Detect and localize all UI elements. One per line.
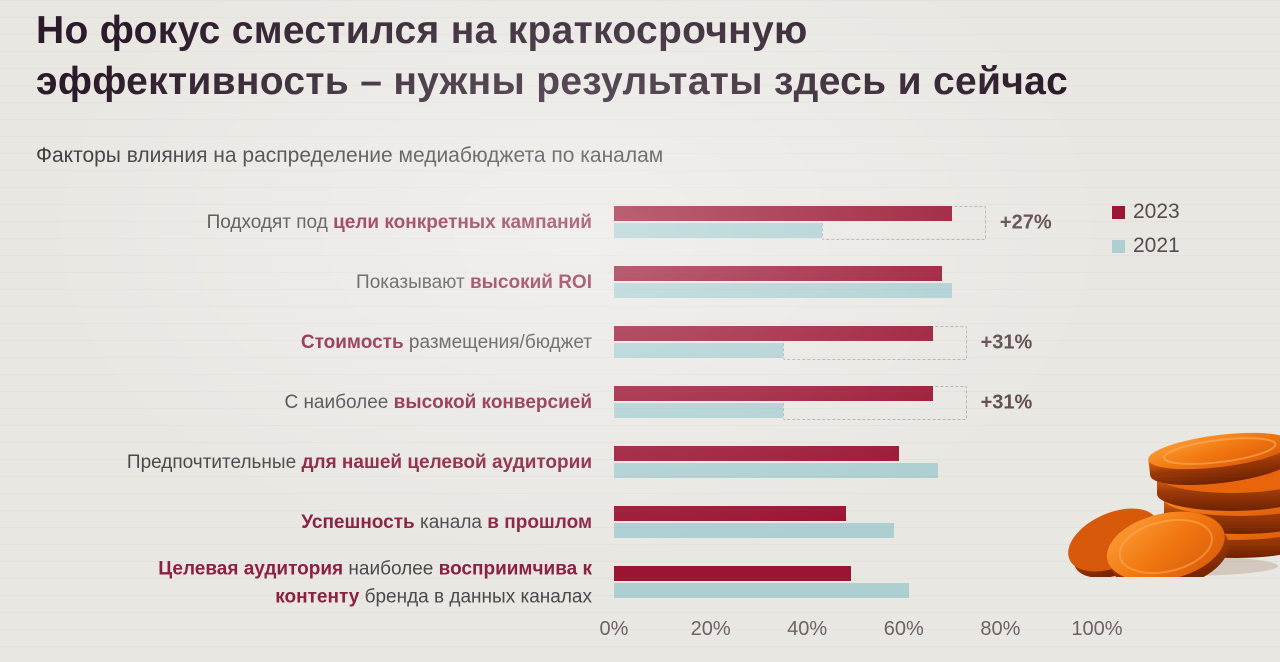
bar-2021	[614, 583, 909, 598]
chart-row: Показывают высокий ROI	[0, 266, 1280, 300]
x-tick: 20%	[690, 618, 731, 640]
category-label: Подходят под цели конкретных кампаний	[206, 212, 592, 234]
x-tick: 80%	[980, 618, 1021, 640]
category-label: Успешность канала в прошлом	[301, 512, 592, 534]
x-tick: 60%	[883, 618, 924, 640]
legend-item-2023: 2023	[1112, 200, 1180, 224]
bar-2023	[614, 266, 943, 281]
category-label: Стоимость размещения/бюджет	[300, 332, 592, 354]
category-label: Целевая аудитория наиболее восприимчива …	[158, 558, 592, 607]
bar-2023	[614, 326, 933, 341]
legend-label-2021: 2021	[1133, 234, 1180, 257]
chart-row: Успешность канала в прошлом	[0, 506, 1280, 540]
bar-group: +31%	[614, 326, 1097, 360]
bar-2021	[614, 283, 953, 298]
bar-2023	[614, 386, 933, 401]
x-axis: 0% 20% 40% 60% 80% 100%	[600, 618, 1123, 644]
chart-subtitle: Факторы влияния на распределение медиабю…	[36, 144, 664, 167]
legend-item-2021: 2021	[1112, 234, 1180, 258]
x-tick: 40%	[787, 618, 828, 640]
x-tick: 0%	[599, 618, 629, 640]
bar-2023	[614, 566, 851, 581]
delta-label: +31%	[980, 331, 1033, 354]
bar-2021	[614, 463, 938, 478]
bar-group: +27%	[614, 206, 1097, 240]
bar-group: +31%	[614, 386, 1097, 420]
coin-lying-front	[1106, 511, 1229, 577]
chart-row: Целевая аудитория наиболее восприимчива …	[0, 558, 1280, 607]
delta-label: +31%	[980, 391, 1033, 414]
category-label: Предпочтительные для нашей целевой аудит…	[126, 452, 592, 474]
legend-swatch-2021-icon	[1112, 239, 1125, 253]
legend-swatch-2023-icon	[1112, 205, 1125, 219]
delta-label: +27%	[999, 211, 1052, 234]
bar-group	[614, 446, 1097, 480]
bar-group	[614, 506, 1097, 540]
x-tick: 100%	[1071, 618, 1123, 640]
bar-group	[614, 566, 1097, 600]
chart-row: Стоимость размещения/бюджет +31%	[0, 326, 1280, 360]
chart-legend: 2023 2021	[1112, 200, 1180, 258]
bar-group	[614, 266, 1097, 300]
category-label: Показывают высокий ROI	[356, 272, 592, 294]
chart-row: Предпочтительные для нашей целевой аудит…	[0, 446, 1280, 480]
bar-2021	[614, 523, 895, 538]
bar-2023	[614, 206, 953, 221]
bar-2023	[614, 506, 846, 521]
bar-2021	[614, 403, 784, 418]
bar-2021	[614, 223, 822, 238]
bar-2023	[614, 446, 899, 461]
bar-2021	[614, 343, 784, 358]
chart-row: С наиболее высокой конверсией +31%	[0, 386, 1280, 420]
legend-label-2023: 2023	[1133, 200, 1180, 223]
coins-image	[1068, 432, 1280, 577]
bar-chart: Подходят под цели конкретных кампаний +2…	[0, 200, 1280, 662]
slide-title: Но фокус сместился на краткосрочную эффе…	[36, 9, 1069, 103]
chart-row: Подходят под цели конкретных кампаний +2…	[0, 206, 1280, 240]
category-label: С наиболее высокой конверсией	[284, 392, 592, 414]
